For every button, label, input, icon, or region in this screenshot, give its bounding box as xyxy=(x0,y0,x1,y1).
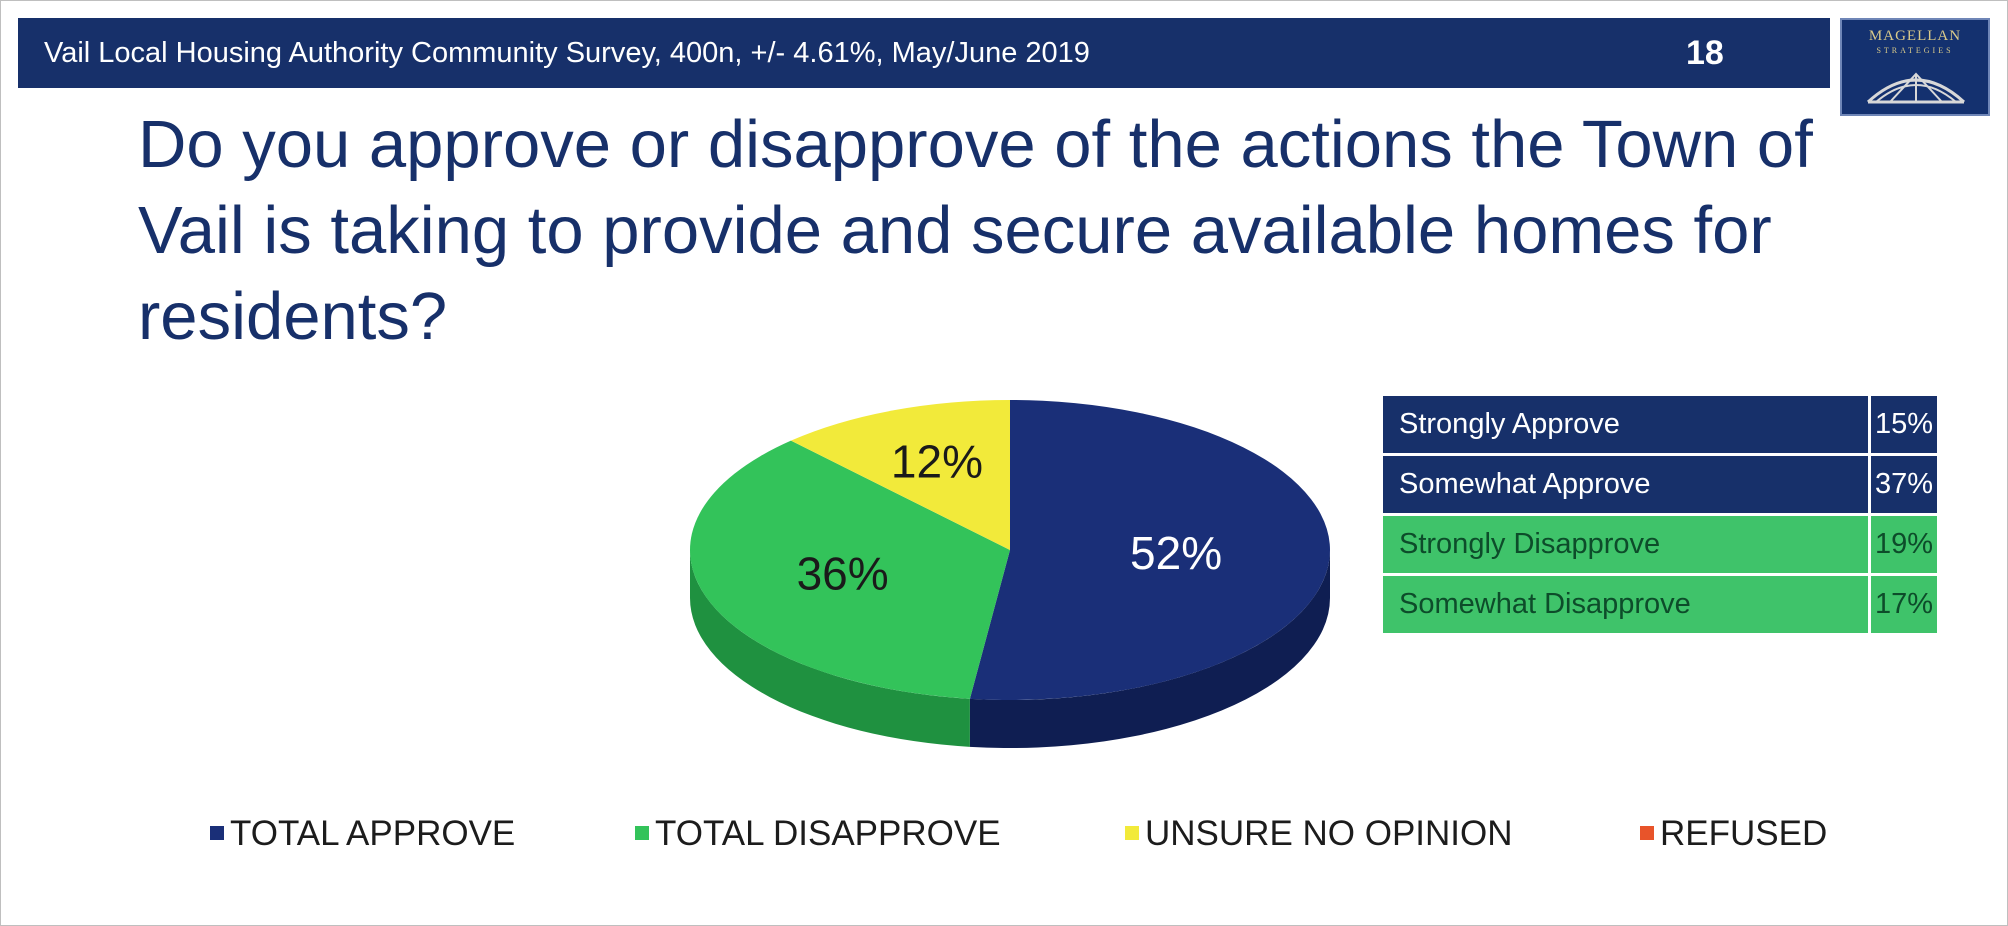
row-value: 19% xyxy=(1867,513,1941,576)
legend-swatch xyxy=(635,825,649,840)
header-bar: Vail Local Housing Authority Community S… xyxy=(18,18,1830,88)
row-value: 37% xyxy=(1867,453,1941,516)
legend-label: TOTAL APPROVE xyxy=(230,814,516,853)
legend-item-unsure: UNSURE NO OPINION xyxy=(1125,814,1513,854)
row-value: 15% xyxy=(1867,393,1941,456)
logo-subname: STRATEGIES xyxy=(1876,46,1954,55)
legend-swatch xyxy=(210,825,224,840)
table-row: Strongly Disapprove 19% xyxy=(1380,513,1941,576)
row-label: Somewhat Approve xyxy=(1380,453,1871,516)
page-number: 18 xyxy=(1686,34,1724,72)
magellan-logo: MAGELLAN STRATEGIES xyxy=(1840,18,1990,116)
legend-label: TOTAL DISAPPROVE xyxy=(655,814,1001,853)
row-label: Strongly Approve xyxy=(1380,393,1871,456)
row-value: 17% xyxy=(1867,573,1941,636)
pie-slice-disapprove xyxy=(690,440,1010,699)
table-row: Somewhat Disapprove 17% xyxy=(1380,573,1941,636)
row-label: Somewhat Disapprove xyxy=(1380,573,1871,636)
pie-label-approve: 52% xyxy=(1130,527,1222,579)
breakdown-table: Strongly Approve 15% Somewhat Approve 37… xyxy=(1380,393,1941,636)
legend-item-disapprove: TOTAL DISAPPROVE xyxy=(635,814,1001,854)
legend-item-approve: TOTAL APPROVE xyxy=(210,814,515,854)
pie-side-disapprove xyxy=(690,550,970,747)
pie-label-unsure: 12% xyxy=(891,436,983,488)
legend-label: UNSURE NO OPINION xyxy=(1145,814,1513,853)
legend-item-refused: REFUSED xyxy=(1640,814,1827,854)
table-row: Somewhat Approve 37% xyxy=(1380,453,1941,516)
pie-side-approve xyxy=(969,550,1330,748)
header-text: Vail Local Housing Authority Community S… xyxy=(44,37,1090,69)
legend-label: REFUSED xyxy=(1660,814,1828,853)
row-label: Strongly Disapprove xyxy=(1380,513,1871,576)
pie-chart: 52% 36% 12% xyxy=(690,400,1330,748)
pie-slice-unsure xyxy=(790,400,1010,550)
legend-swatch xyxy=(1640,825,1654,840)
legend-swatch xyxy=(1125,825,1139,840)
pie-label-disapprove: 36% xyxy=(797,547,889,599)
pie-slice-approve xyxy=(969,400,1330,700)
globe-arc-icon xyxy=(1866,72,1966,104)
logo-name: MAGELLAN xyxy=(1868,28,1962,44)
table-row: Strongly Approve 15% xyxy=(1380,393,1941,456)
question-title: Do you approve or disapprove of the acti… xyxy=(138,107,1813,354)
